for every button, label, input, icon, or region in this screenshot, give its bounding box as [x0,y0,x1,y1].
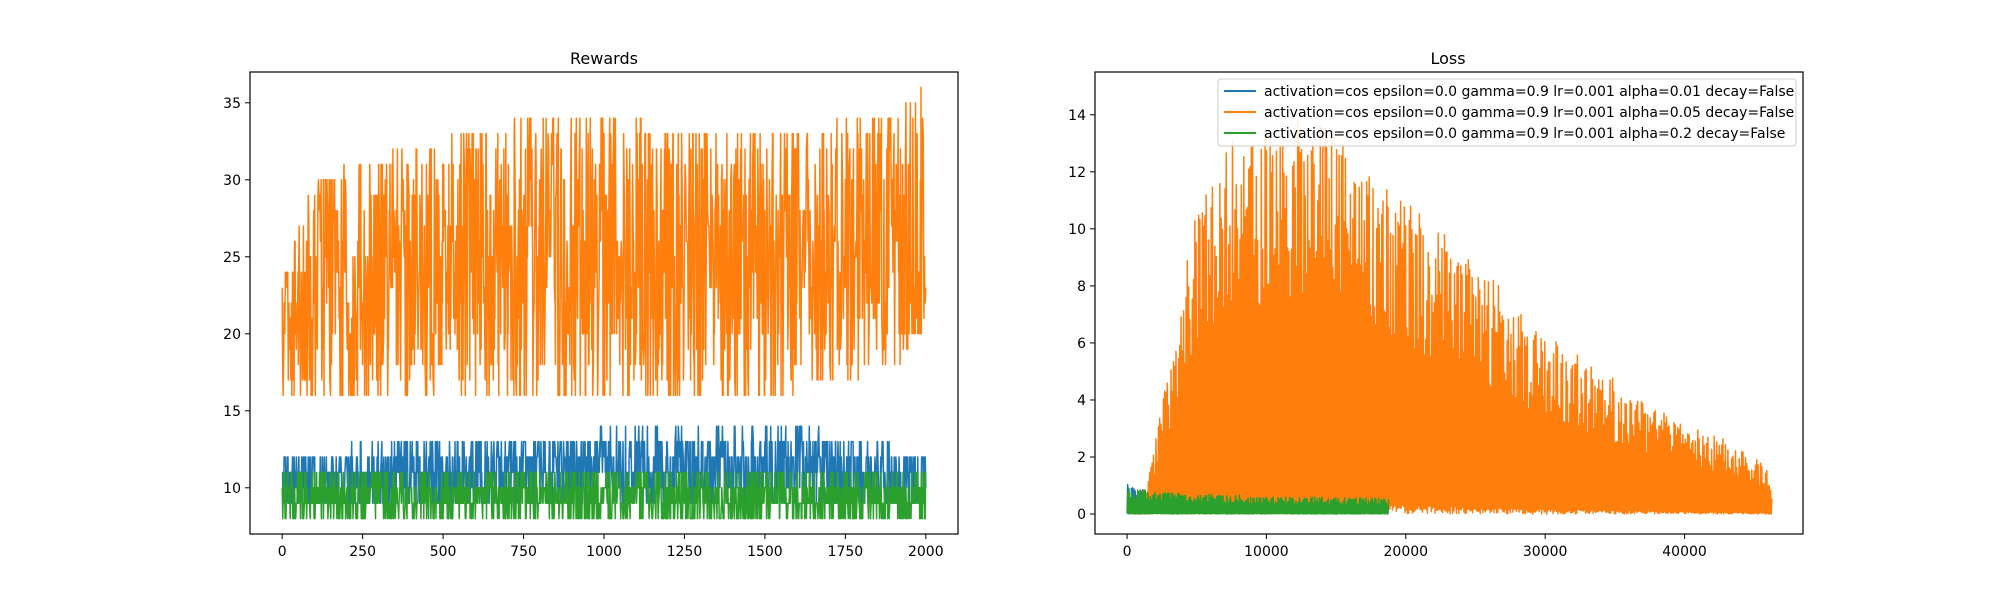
legend-label-series-2: activation=cos epsilon=0.0 gamma=0.9 lr=… [1264,105,1794,121]
loss-x-tick-label-10000: 10000 [1244,544,1289,560]
rewards-y-tick-label-25: 25 [223,250,241,266]
rewards-y-tick-label-20: 20 [223,327,241,343]
loss-y-tick-label-10: 10 [1068,222,1086,238]
loss-x-tick-label-40000: 40000 [1662,544,1707,560]
rewards-x-tick-label-250: 250 [349,544,376,560]
loss-y-tick-label-4: 4 [1077,393,1086,409]
rewards-x-tick-label-1750: 1750 [828,544,864,560]
loss-x-tick-label-20000: 20000 [1384,544,1429,560]
rewards-x-tick-label-1250: 1250 [667,544,703,560]
loss-chart-title: Loss [1430,49,1465,68]
rewards-y-tick-label-10: 10 [223,481,241,497]
rewards-x-tick-label-500: 500 [430,544,457,560]
rewards-x-tick-label-1500: 1500 [747,544,783,560]
loss-x-tick-label-0: 0 [1123,544,1132,560]
loss-chart-series [1126,120,1773,515]
legend-label-series-3: activation=cos epsilon=0.0 gamma=0.9 lr=… [1264,126,1785,142]
loss-chart: Loss 0 10000 20000 30000 40000 0 2 4 6 8 10 12 14 ac… [1068,49,1804,560]
loss-chart-axes-frame [1094,71,1804,535]
rewards-series-green-line [281,471,927,520]
rewards-series-orange-line [281,86,927,397]
rewards-x-tick-label-2000: 2000 [908,544,944,560]
rewards-chart-series [281,86,927,520]
loss-series-green-line [1126,487,1390,515]
loss-y-tick-label-8: 8 [1077,279,1086,295]
loss-y-tick-label-6: 6 [1077,336,1086,352]
rewards-chart-axes-frame [249,71,959,535]
rewards-x-tick-label-1000: 1000 [586,544,622,560]
loss-y-tick-label-14: 14 [1068,108,1086,124]
rewards-chart: Rewards 0 250 500 750 1000 1250 1500 1750 2000 10… [223,49,959,560]
loss-series-orange-line [1133,120,1773,515]
rewards-y-tick-label-35: 35 [223,96,241,112]
rewards-y-tick-label-30: 30 [223,173,241,189]
loss-y-tick-label-0: 0 [1077,507,1086,523]
loss-x-tick-label-30000: 30000 [1523,544,1568,560]
rewards-x-tick-label-0: 0 [278,544,287,560]
rewards-y-tick-label-15: 15 [223,404,241,420]
legend-label-series-1: activation=cos epsilon=0.0 gamma=0.9 lr=… [1264,84,1794,100]
loss-chart-legend: activation=cos epsilon=0.0 gamma=0.9 lr=… [1217,78,1797,147]
rewards-chart-title: Rewards [570,49,638,68]
loss-y-tick-label-2: 2 [1077,450,1086,466]
rewards-x-tick-label-750: 750 [510,544,537,560]
rewards-chart-ticks: 0 250 500 750 1000 1250 1500 1750 2000 10 15 20 25 30… [223,96,943,560]
legend-frame [1217,78,1797,147]
loss-chart-ticks: 0 10000 20000 30000 40000 0 2 4 6 8 10 12 14 [1068,108,1707,560]
loss-y-tick-label-12: 12 [1068,165,1086,181]
